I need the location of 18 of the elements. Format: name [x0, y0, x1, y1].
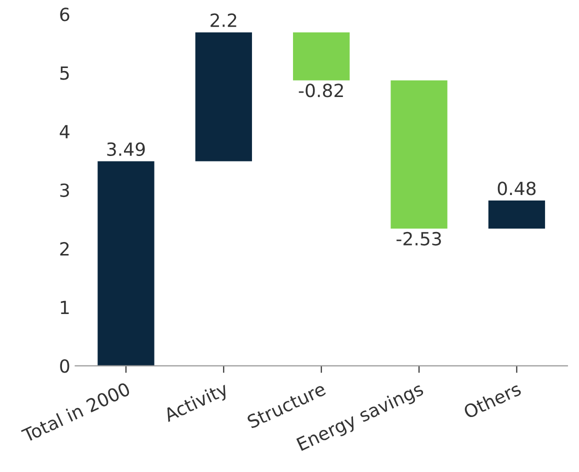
bar: [195, 32, 252, 162]
y-tick-label: 2: [60, 242, 69, 256]
y-tick-label: 4: [60, 125, 70, 138]
data-label: 3.49: [107, 142, 145, 156]
x-tick-label: Total in 2000: [20, 382, 131, 443]
bar: [98, 161, 154, 366]
data-label: 0.48: [498, 182, 536, 196]
bar: [390, 80, 448, 229]
data-label: -0.82: [298, 84, 343, 98]
bar: [293, 32, 350, 80]
data-label: -2.53: [396, 232, 441, 246]
data-label: 2.2: [210, 13, 236, 27]
y-tick-label: 6: [60, 8, 70, 22]
y-tick-label: 1: [60, 300, 69, 314]
y-tick-label: 3: [60, 183, 69, 198]
y-tick-label: 5: [60, 66, 69, 80]
bar: [488, 200, 546, 229]
y-tick-label: 0: [60, 359, 70, 373]
